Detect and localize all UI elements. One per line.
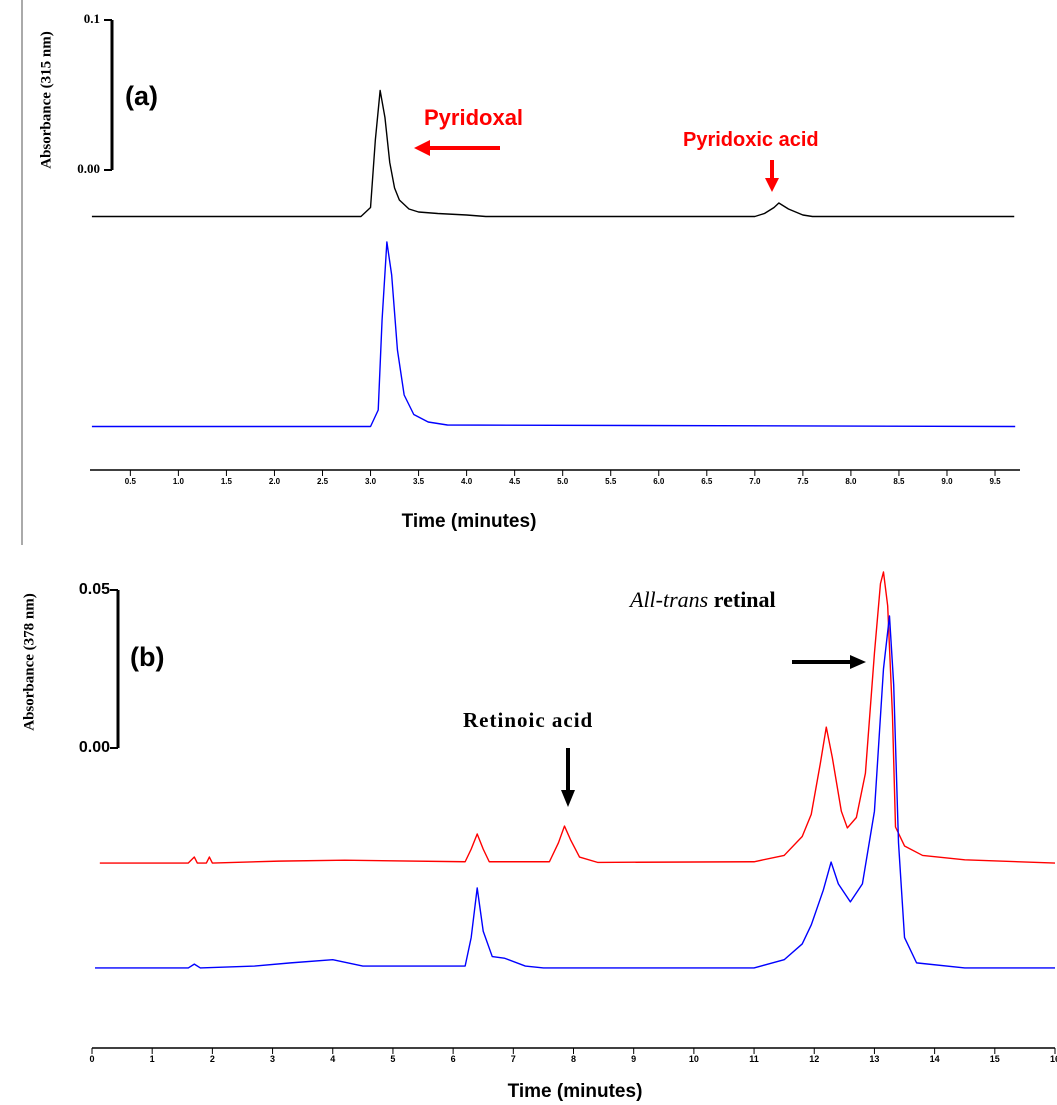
- x-tick-label: 5.0: [557, 477, 569, 486]
- x-tick-label: 3.0: [365, 477, 377, 486]
- y-axis-title: Absorbance (378 nm): [21, 593, 37, 731]
- x-tick-label: 14: [930, 1054, 940, 1064]
- annotation: All-trans retinal: [628, 587, 776, 612]
- x-tick-label: 4.5: [509, 477, 521, 486]
- panel-label: (b): [130, 642, 164, 672]
- x-tick-label: 5: [390, 1054, 395, 1064]
- x-tick-label: 9.0: [941, 477, 953, 486]
- x-tick-label: 1.0: [173, 477, 185, 486]
- x-tick-label: 15: [990, 1054, 1000, 1064]
- x-tick-label: 9: [631, 1054, 636, 1064]
- x-tick-label: 3.5: [413, 477, 425, 486]
- trace: [99, 571, 1056, 864]
- x-tick-label: 6.5: [701, 477, 713, 486]
- x-tick-label: 6.0: [653, 477, 665, 486]
- x-tick-label: 0.5: [125, 477, 137, 486]
- x-tick-label: 2.0: [269, 477, 281, 486]
- annotation: Pyridoxal: [424, 105, 523, 130]
- x-tick-label: 0: [89, 1054, 94, 1064]
- arrow-head: [850, 655, 866, 669]
- x-tick-label: 16: [1050, 1054, 1057, 1064]
- y-axis-title: Absorbance (315 nm): [38, 31, 54, 169]
- x-tick-label: 8.5: [893, 477, 905, 486]
- x-axis-title: Time (minutes): [402, 511, 537, 532]
- x-tick-label: 4.0: [461, 477, 473, 486]
- y-tick-label: 0.00: [79, 739, 110, 756]
- x-tick-label: 4: [330, 1054, 335, 1064]
- x-tick-label: 10: [689, 1054, 699, 1064]
- y-tick-label: 0.05: [79, 581, 110, 598]
- panel-label: (a): [125, 81, 158, 111]
- x-tick-label: 1: [150, 1054, 155, 1064]
- x-tick-label: 13: [869, 1054, 879, 1064]
- x-tick-label: 12: [809, 1054, 819, 1064]
- x-tick-label: 5.5: [605, 477, 617, 486]
- x-tick-label: 8.0: [845, 477, 857, 486]
- annotation-part: All-trans: [628, 587, 708, 612]
- trace: [95, 615, 1055, 969]
- x-tick-label: 2: [210, 1054, 215, 1064]
- trace: [91, 89, 1015, 218]
- arrow-head: [765, 178, 779, 192]
- x-tick-label: 1.5: [221, 477, 233, 486]
- x-tick-label: 7.5: [797, 477, 809, 486]
- plot-area: 0.5 1.0 1.5 2.0 2.5 3.0 3.5 4.0 4.5 5.0 5.5 6.0 6.5 7…: [77, 11, 1057, 1064]
- x-tick-label: 6: [451, 1054, 456, 1064]
- arrow-head: [561, 790, 575, 807]
- x-axis-title: Time (minutes): [508, 1081, 643, 1102]
- x-tick-label: 7: [511, 1054, 516, 1064]
- y-tick-label: 0.00: [77, 161, 100, 176]
- annotation: Pyridoxic acid: [683, 129, 819, 151]
- x-tick-label: 11: [749, 1054, 759, 1064]
- x-tick-label: 9.5: [989, 477, 1001, 486]
- y-tick-label: 0.1: [84, 11, 100, 26]
- trace: [91, 241, 1016, 428]
- annotation: Retinoic acid: [463, 708, 593, 732]
- x-tick-label: 3: [270, 1054, 275, 1064]
- arrow-head: [414, 140, 430, 156]
- x-tick-label: 2.5: [317, 477, 329, 486]
- annotation-part: retinal: [714, 587, 776, 612]
- x-tick-label: 8: [571, 1054, 576, 1064]
- x-tick-label: 7.0: [749, 477, 761, 486]
